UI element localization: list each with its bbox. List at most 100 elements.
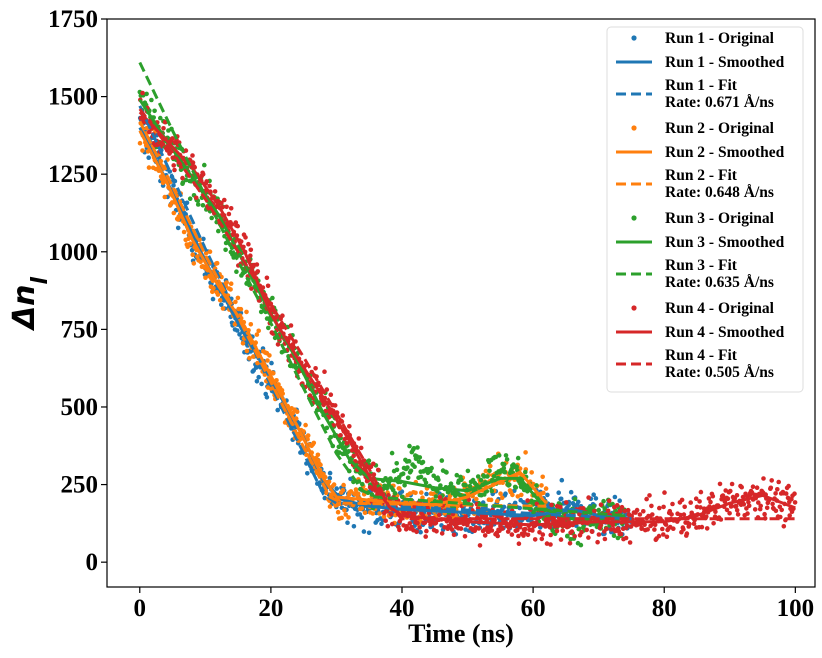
data-point — [439, 458, 445, 463]
data-point — [596, 507, 601, 513]
data-point — [406, 458, 412, 464]
data-point — [541, 490, 546, 496]
data-point — [397, 527, 402, 533]
data-point — [656, 533, 662, 539]
data-point — [399, 489, 405, 494]
data-point — [477, 543, 483, 548]
data-point — [190, 153, 195, 158]
data-point — [605, 508, 611, 514]
data-point — [589, 529, 595, 534]
data-point — [548, 532, 553, 538]
data-point — [503, 453, 509, 458]
legend-label-rate: Rate: 0.505 Å/ns — [665, 364, 774, 381]
data-point — [358, 445, 364, 451]
data-point — [405, 475, 411, 481]
data-point — [386, 493, 391, 498]
data-point — [251, 354, 256, 359]
data-point — [327, 475, 333, 481]
data-point — [418, 474, 424, 480]
data-point — [534, 483, 539, 488]
data-point — [500, 526, 505, 531]
legend-label-rate: Rate: 0.648 Å/ns — [665, 184, 774, 201]
data-point — [641, 509, 646, 514]
data-point — [394, 467, 400, 473]
data-point — [530, 528, 535, 533]
data-point — [448, 481, 454, 487]
data-point — [578, 542, 584, 548]
series-3-fit-line — [138, 61, 626, 518]
data-point — [579, 529, 584, 535]
data-point — [522, 526, 528, 532]
data-point — [162, 194, 168, 200]
data-point — [235, 295, 241, 301]
data-point — [502, 469, 508, 475]
data-point — [612, 494, 618, 500]
legend-label-rate: Rate: 0.671 Å/ns — [665, 94, 774, 111]
data-point — [525, 498, 530, 503]
data-point — [625, 507, 631, 513]
data-point — [366, 530, 372, 536]
data-point — [362, 510, 368, 515]
data-point — [752, 507, 758, 512]
data-point — [256, 328, 262, 334]
data-point — [591, 504, 597, 509]
data-point — [783, 491, 789, 496]
series-4-fit-line — [138, 108, 796, 521]
data-point — [407, 521, 413, 526]
data-point — [739, 484, 744, 490]
data-point — [313, 366, 318, 371]
data-point — [160, 141, 166, 147]
x-tick-label: 80 — [652, 595, 677, 622]
data-point — [335, 509, 341, 515]
data-point — [417, 455, 423, 460]
data-point — [384, 485, 390, 491]
data-point — [449, 527, 455, 532]
data-point — [711, 521, 716, 526]
data-point — [267, 353, 272, 358]
data-point — [614, 503, 620, 508]
x-tick-label: 40 — [390, 595, 415, 622]
data-point — [264, 395, 270, 400]
data-point — [366, 458, 372, 464]
data-point — [532, 537, 538, 542]
data-point — [704, 514, 709, 519]
data-point — [465, 468, 471, 474]
legend-label-rate: Rate: 0.635 Å/ns — [665, 274, 774, 291]
data-point — [746, 503, 752, 509]
data-point — [377, 511, 382, 516]
data-point — [417, 525, 422, 530]
data-point — [342, 508, 347, 513]
data-point — [353, 487, 359, 492]
data-point — [254, 332, 260, 337]
data-point — [423, 480, 429, 486]
data-point — [228, 281, 234, 287]
data-point — [235, 223, 240, 229]
data-point — [332, 403, 338, 408]
data-point — [351, 524, 357, 529]
data-point — [488, 497, 494, 503]
data-point — [439, 531, 445, 536]
data-point — [436, 512, 442, 518]
data-point — [569, 529, 575, 534]
data-point — [513, 485, 519, 490]
data-point — [423, 534, 429, 539]
data-point — [359, 506, 365, 511]
data-point — [415, 445, 420, 450]
data-point — [370, 511, 376, 516]
data-point — [754, 485, 760, 491]
data-point — [248, 247, 254, 253]
data-point — [501, 466, 507, 471]
data-point — [369, 492, 375, 497]
data-point — [505, 529, 511, 534]
plot-frame — [106, 18, 816, 588]
data-point — [171, 210, 177, 216]
data-point — [316, 380, 321, 386]
data-point — [489, 523, 494, 529]
data-point — [210, 296, 216, 302]
data-point — [371, 472, 377, 477]
data-point — [475, 474, 481, 479]
y-tick-label: 250 — [61, 472, 99, 499]
data-point — [224, 204, 229, 210]
y-tick-label: 500 — [61, 394, 99, 421]
data-point — [383, 518, 389, 523]
